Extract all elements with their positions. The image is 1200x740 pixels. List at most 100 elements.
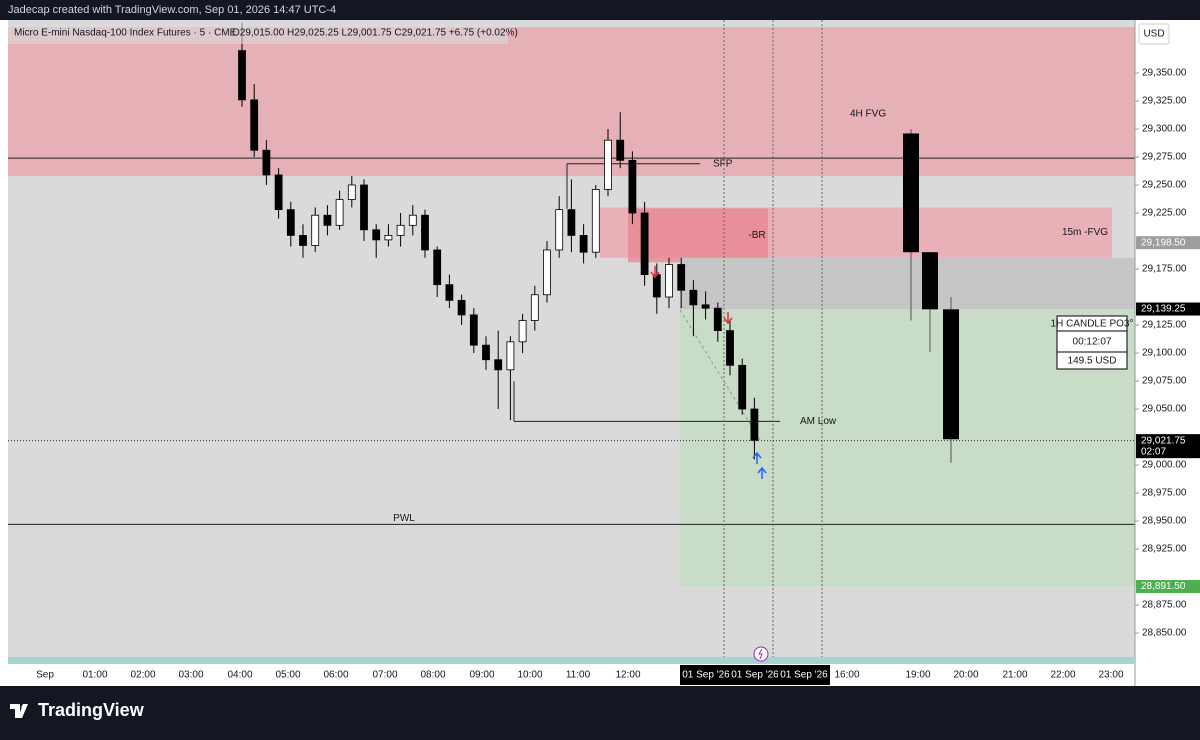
candle-body [604,139,612,190]
level-label: SFP [713,158,733,169]
x-tick-label: 11:00 [566,670,591,681]
price-tag [1136,434,1200,459]
y-tick-label: 29,100.00 [1142,348,1187,359]
x-tick-label: 07:00 [372,670,397,681]
y-tick-label: 28,925.00 [1142,544,1187,555]
y-tick-label: 29,250.00 [1142,180,1187,191]
levels: SFP AM Low PWL [8,157,1135,525]
zone [680,257,1135,310]
candle-body [360,184,368,231]
date-tag [778,665,830,685]
candle-body [726,330,734,366]
candle-body [384,234,393,241]
y-tick-label: 29,075.00 [1142,376,1187,387]
candle-body [469,314,478,346]
x-tick-label: 06:00 [323,670,348,681]
date-tag [680,665,732,685]
time-axis: Sep 01:00 02:00 03:00 04:00 05:00 06:00 07:00 08… [36,665,1124,685]
candle-body [543,249,551,296]
signal-arrows [650,266,767,479]
price-axis [1135,20,1200,657]
y-tick-label: 28,875.00 [1142,600,1187,611]
y-tick-label: 29,225.00 [1142,208,1187,219]
candle-body [530,294,539,321]
buy-arrow [757,466,767,479]
candle-body [299,234,307,246]
price-tag [1136,236,1200,250]
x-tick-label: 05:00 [275,670,300,681]
candle-body [457,299,466,316]
countdown: 02:07 [1141,446,1166,457]
price-tag [1136,580,1200,594]
candle-body [652,274,661,298]
candle-body [506,341,515,371]
price-tag-label: 29,198.50 [1141,237,1186,248]
candle-body [628,159,637,214]
x-tick-label: 16:00 [834,670,859,681]
y-tick-label: 29,125.00 [1142,320,1187,331]
candle-body [494,359,503,371]
candle-body [347,184,356,200]
legend-bg [8,20,508,44]
candle-body [518,320,527,343]
candle-body [421,214,429,251]
candle-body [372,229,381,241]
zone [8,27,1135,177]
footer [0,686,1200,735]
price-tag-label: 29,139.25 [1141,304,1186,315]
po3-title: 1H CANDLE PO3° [1051,319,1134,330]
zone-label: 4H FVG [850,109,886,120]
session-strip [8,657,1135,664]
level-label: AM Low [800,416,837,427]
candle-body [555,209,564,251]
currency-button[interactable] [1138,23,1170,45]
candle-body [262,149,271,176]
x-tick-label: 02:00 [130,670,155,681]
po3-body [943,309,959,440]
candle-body [616,139,625,161]
candle-body [335,199,344,226]
x-tick-label: Sep [36,670,54,681]
y-tick-label: 29,175.00 [1142,264,1187,275]
x-tick-label: 04:00 [227,670,252,681]
zone-label: 15m -FVG [1062,227,1108,238]
candle-body [274,174,283,211]
zone-label: -BR [748,230,765,241]
sell-arrow [650,266,660,279]
x-tick-label: 21:00 [1002,670,1027,681]
y-tick-label: 29,050.00 [1142,404,1187,415]
brand: TradingView [38,700,145,720]
y-axis: 29,350.00 29,325.00 29,300.00 29,275.00 29,2… [8,68,1200,639]
po3-indicator: 1H CANDLE PO3° 00:12:07 149.5 USD [903,128,1134,463]
y-tick-label: 29,000.00 [1142,460,1187,471]
po3-timer: 00:12:07 [1073,337,1112,348]
candle-body [689,289,698,306]
credit: Jadecap created with TradingView.com, Se… [8,4,336,16]
x-tick-label: 09:00 [469,670,494,681]
y-tick-label: 28,975.00 [1142,488,1187,499]
date-tag-label: 01 Sep '26 [682,670,730,681]
candle-body [396,224,405,236]
logo-dot [21,704,27,710]
y-tick-label: 28,950.00 [1142,516,1187,527]
po3-body [903,133,919,253]
zone [628,208,768,263]
x-tick-label: 03:00 [178,670,203,681]
candle-body [713,307,722,332]
po3-range: 149.5 USD [1068,356,1117,367]
candle-body [250,99,259,151]
x-tick-label: 19:00 [905,670,930,681]
currency[interactable]: USD [1143,29,1164,40]
y-tick-label: 29,350.00 [1142,68,1187,79]
x-tick-label: 10:00 [517,670,542,681]
candle-body [579,234,588,253]
po3-body [922,252,938,310]
price-tag [1136,302,1200,316]
price-tag-label: 29,021.75 [1141,435,1186,446]
candle-body [665,264,673,298]
candle-body [238,50,246,101]
candle-body [567,209,576,236]
candles [238,22,759,460]
y-tick-label: 29,325.00 [1142,96,1187,107]
